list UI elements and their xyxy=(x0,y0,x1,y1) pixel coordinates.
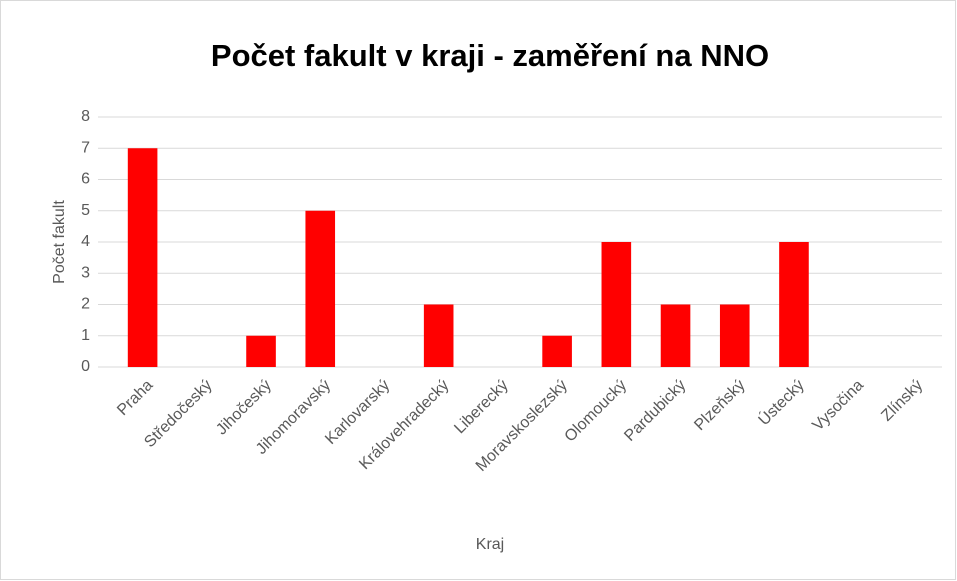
y-axis-title: Počet fakult xyxy=(51,200,68,284)
y-tick-label: 2 xyxy=(81,296,90,313)
y-tick-label: 1 xyxy=(81,327,90,344)
y-tick-label: 0 xyxy=(81,358,90,375)
bar xyxy=(127,148,158,367)
y-tick-label: 8 xyxy=(81,108,90,125)
chart-title: Počet fakult v kraji - zaměření na NNO xyxy=(211,38,769,73)
x-axis-title: Kraj xyxy=(476,536,504,553)
bar xyxy=(779,242,809,367)
bar xyxy=(246,335,276,367)
y-tick-label: 5 xyxy=(81,202,90,219)
y-tick-label: 4 xyxy=(81,233,90,250)
bar xyxy=(305,210,336,367)
y-tick-label: 7 xyxy=(81,139,90,156)
bar xyxy=(423,304,454,367)
bar xyxy=(660,304,691,367)
y-tick-label: 3 xyxy=(81,264,90,281)
bar xyxy=(601,242,632,367)
y-tick-label: 6 xyxy=(81,171,90,188)
bar xyxy=(719,304,750,367)
bar xyxy=(542,335,572,367)
